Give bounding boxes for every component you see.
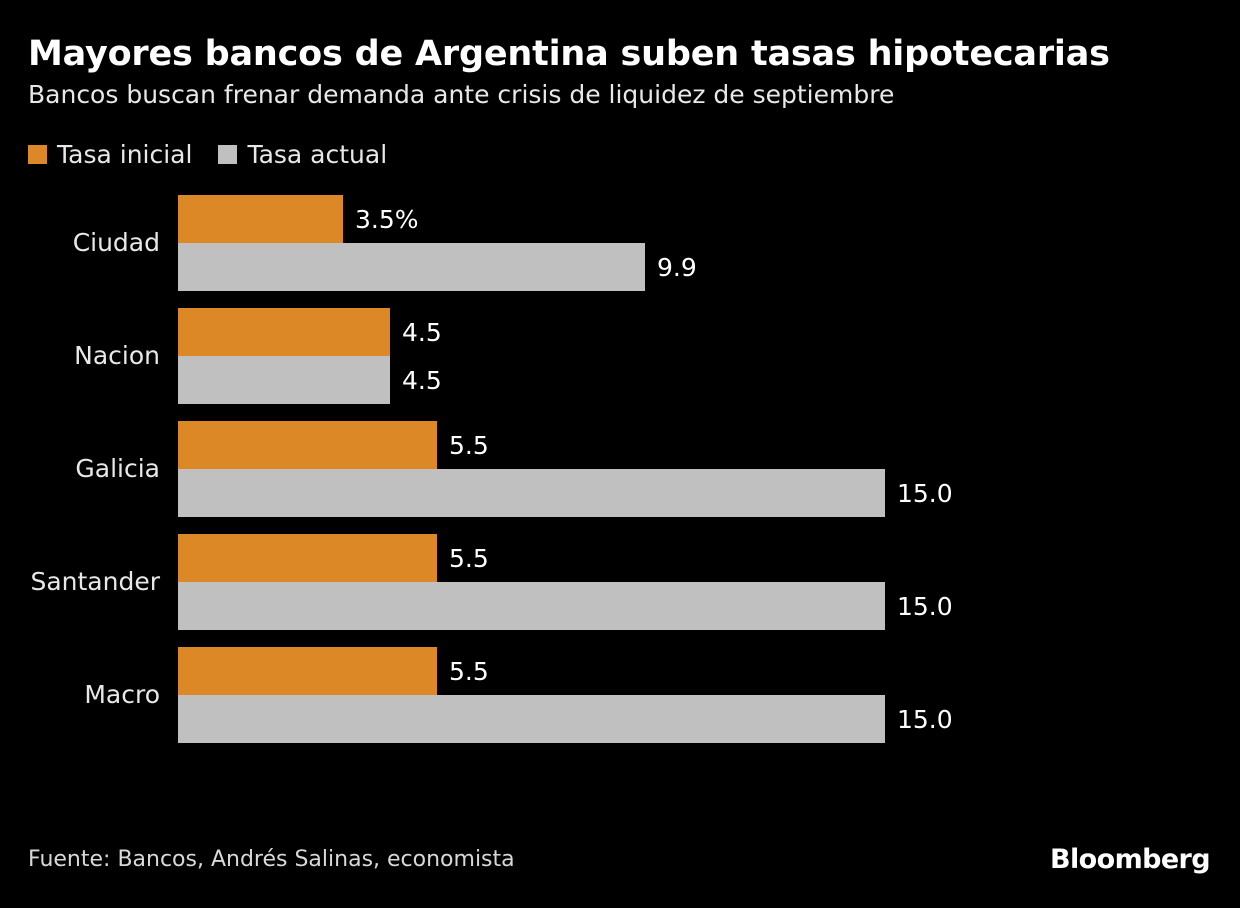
- legend-item-tasa-actual[interactable]: Tasa actual: [218, 142, 387, 167]
- bar-value-label: 3.5%: [355, 204, 419, 234]
- bar-row: 5.5: [178, 647, 489, 695]
- bar-value-label: 5.5: [449, 543, 489, 573]
- bloomberg-logo: Bloomberg: [1050, 844, 1211, 875]
- bar-category-label: Galicia: [75, 454, 160, 483]
- chart-footer: Fuente: Bancos, Andrés Salinas, economis…: [0, 845, 1240, 885]
- bar-value-label: 5.5: [449, 656, 489, 686]
- bar-group: Ciudad 3.5% 9.9: [0, 195, 1240, 291]
- bar-group: Santander 5.5 15.0: [0, 534, 1240, 630]
- bar-category-label: Nacion: [74, 341, 160, 370]
- bar-tasa-inicial[interactable]: [178, 421, 437, 469]
- bar-tasa-inicial[interactable]: [178, 534, 437, 582]
- bar-row: 5.5: [178, 421, 489, 469]
- bar-tasa-actual[interactable]: [178, 469, 885, 517]
- bar-tasa-actual[interactable]: [178, 695, 885, 743]
- chart-subtitle: Bancos buscan frenar demanda ante crisis…: [28, 80, 895, 109]
- legend-label: Tasa actual: [247, 140, 388, 169]
- bar-row: 4.5: [178, 308, 442, 356]
- bar-row: 15.0: [178, 695, 953, 743]
- bar-row: 5.5: [178, 534, 489, 582]
- bar-value-label: 4.5: [402, 317, 442, 347]
- bar-tasa-actual[interactable]: [178, 243, 645, 291]
- bar-group: Macro 5.5 15.0: [0, 647, 1240, 743]
- bar-value-label: 15.0: [897, 591, 953, 621]
- legend-label: Tasa inicial: [57, 140, 193, 169]
- bar-value-label: 15.0: [897, 704, 953, 734]
- bar-value-label: 5.5: [449, 430, 489, 460]
- bar-category-label: Santander: [30, 567, 160, 596]
- bar-row: 15.0: [178, 582, 953, 630]
- bar-tasa-inicial[interactable]: [178, 308, 390, 356]
- bar-value-label: 9.9: [657, 252, 697, 282]
- page-title: Mayores bancos de Argentina suben tasas …: [28, 34, 1110, 74]
- bar-group: Nacion 4.5 4.5: [0, 308, 1240, 404]
- bar-group: Galicia 5.5 15.0: [0, 421, 1240, 517]
- square-swatch-icon: [218, 145, 238, 164]
- bar-tasa-actual[interactable]: [178, 582, 885, 630]
- bar-category-label: Macro: [84, 680, 160, 709]
- square-swatch-icon: [28, 145, 47, 164]
- bar-tasa-actual[interactable]: [178, 356, 390, 404]
- bar-category-label: Ciudad: [72, 228, 160, 257]
- bar-value-label: 15.0: [897, 478, 953, 508]
- bar-value-label: 4.5: [402, 365, 442, 395]
- bar-tasa-inicial[interactable]: [178, 647, 437, 695]
- bar-row: 3.5%: [178, 195, 419, 243]
- bar-tasa-inicial[interactable]: [178, 195, 343, 243]
- source-note: Fuente: Bancos, Andrés Salinas, economis…: [28, 847, 515, 872]
- bar-row: 15.0: [178, 469, 953, 517]
- legend-item-tasa-inicial[interactable]: Tasa inicial: [28, 142, 192, 167]
- bar-row: 4.5: [178, 356, 442, 404]
- chart-legend: Tasa inicial Tasa actual: [28, 142, 387, 167]
- bar-row: 9.9: [178, 243, 697, 291]
- bar-chart-plot: Ciudad 3.5% 9.9 Nacion 4.5 4.5 Galicia 5.5 15.0 S…: [0, 195, 1240, 755]
- chart-header: Mayores bancos de Argentina suben tasas …: [28, 32, 1208, 111]
